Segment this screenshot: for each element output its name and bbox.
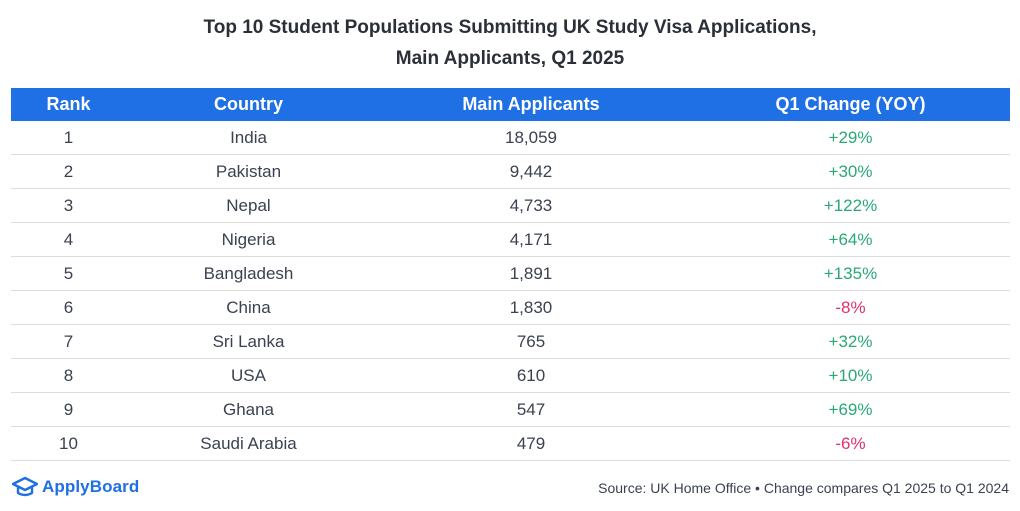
cell-country: Nepal: [126, 188, 371, 223]
cell-q1-change: -8%: [691, 290, 1010, 325]
cell-rank: 2: [11, 154, 126, 189]
cell-main-applicants: 4,733: [371, 188, 691, 223]
table-row: 5 Bangladesh 1,891 +135%: [11, 256, 1010, 291]
applyboard-logo: ApplyBoard: [12, 476, 139, 498]
cell-country: Sri Lanka: [126, 324, 371, 359]
cell-rank: 8: [11, 358, 126, 393]
cell-country: Nigeria: [126, 222, 371, 257]
cell-q1-change: +30%: [691, 154, 1010, 189]
cell-rank: 1: [11, 121, 126, 155]
cell-q1-change: +122%: [691, 188, 1010, 223]
cell-q1-change: +64%: [691, 222, 1010, 257]
table-header: Rank Country Main Applicants Q1 Change (…: [11, 88, 1010, 121]
cell-country: India: [126, 121, 371, 155]
cell-main-applicants: 479: [371, 426, 691, 461]
cell-rank: 4: [11, 222, 126, 257]
table-row: 2 Pakistan 9,442 +30%: [11, 154, 1010, 189]
cell-q1-change: +10%: [691, 358, 1010, 393]
cell-rank: 9: [11, 392, 126, 427]
chart-title: Top 10 Student Populations Submitting UK…: [0, 12, 1020, 74]
cell-country: Saudi Arabia: [126, 426, 371, 461]
cell-rank: 6: [11, 290, 126, 325]
cell-main-applicants: 18,059: [371, 121, 691, 155]
cell-rank: 7: [11, 324, 126, 359]
cell-country: Bangladesh: [126, 256, 371, 291]
cell-main-applicants: 1,891: [371, 256, 691, 291]
cell-main-applicants: 9,442: [371, 154, 691, 189]
cell-q1-change: +135%: [691, 256, 1010, 291]
table-row: 8 USA 610 +10%: [11, 358, 1010, 393]
cell-q1-change: +69%: [691, 392, 1010, 427]
table-row: 10 Saudi Arabia 479 -6%: [11, 426, 1010, 461]
chart-title-line-1: Top 10 Student Populations Submitting UK…: [203, 17, 817, 38]
cell-rank: 3: [11, 188, 126, 223]
cell-q1-change: -6%: [691, 426, 1010, 461]
cell-main-applicants: 765: [371, 324, 691, 359]
cell-q1-change: +29%: [691, 121, 1010, 155]
table-row: 1 India 18,059 +29%: [11, 121, 1010, 155]
cell-rank: 5: [11, 256, 126, 291]
cell-main-applicants: 610: [371, 358, 691, 393]
table-row: 9 Ghana 547 +69%: [11, 392, 1010, 427]
cell-country: Ghana: [126, 392, 371, 427]
applicants-table: Rank Country Main Applicants Q1 Change (…: [11, 88, 1010, 461]
table-row: 3 Nepal 4,733 +122%: [11, 188, 1010, 223]
cell-rank: 10: [11, 426, 126, 461]
cell-country: China: [126, 290, 371, 325]
cell-main-applicants: 547: [371, 392, 691, 427]
brand-name: ApplyBoard: [42, 477, 140, 496]
header-main-applicants: Main Applicants: [462, 94, 600, 114]
source-note: Source: UK Home Office • Change compares…: [598, 480, 1009, 496]
table-header-row: Rank Country Main Applicants Q1 Change (…: [11, 88, 1010, 121]
table-row: 6 China 1,830 -8%: [11, 290, 1010, 325]
header-country: Country: [214, 94, 283, 114]
header-rank: Rank: [46, 94, 91, 114]
header-q1-change: Q1 Change (YOY): [775, 94, 926, 114]
table-row: 7 Sri Lanka 765 +32%: [11, 324, 1010, 359]
table-row: 4 Nigeria 4,171 +64%: [11, 222, 1010, 257]
graduation-cap-icon: [12, 476, 38, 497]
table-body: 1 India 18,059 +29% 2 Pakistan 9,442 +30% 3 Nepal…: [11, 121, 1010, 461]
cell-main-applicants: 1,830: [371, 290, 691, 325]
cell-main-applicants: 4,171: [371, 222, 691, 257]
chart-title-line-2: Main Applicants, Q1 2025: [395, 48, 625, 69]
cell-country: Pakistan: [126, 154, 371, 189]
cell-country: USA: [126, 358, 371, 393]
cell-q1-change: +32%: [691, 324, 1010, 359]
